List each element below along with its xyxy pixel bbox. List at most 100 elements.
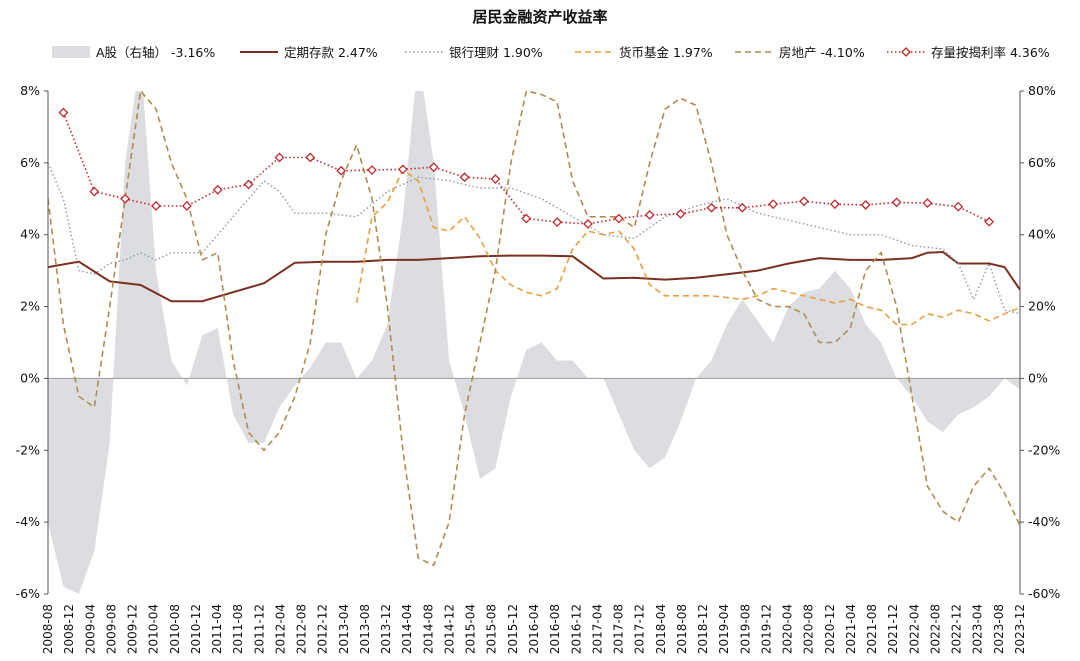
plot-area xyxy=(48,91,1020,594)
mortgage-rate-marker-4 xyxy=(181,201,192,211)
mortgage-rate-marker-11 xyxy=(397,164,408,175)
x-tick-label-15: 2013-08 xyxy=(358,604,372,654)
mortgage-rate-marker-1 xyxy=(89,186,100,197)
x-tick-label-25: 2016-12 xyxy=(569,604,583,654)
right-tick-label-0: 80% xyxy=(1028,83,1056,98)
left-tick-label-0: 8% xyxy=(20,83,40,98)
x-tick-label-3: 2009-08 xyxy=(104,604,118,654)
x-tick-label-18: 2014-08 xyxy=(421,604,435,654)
right-tick-label-4: 0% xyxy=(1028,370,1048,385)
mortgage-rate-marker-16 xyxy=(552,217,563,228)
x-tick-label-21: 2015-08 xyxy=(485,604,499,654)
x-tick-label-6: 2010-08 xyxy=(168,604,182,654)
right-tick-label-6: -40% xyxy=(1028,514,1060,529)
x-tick-label-19: 2014-12 xyxy=(442,604,456,654)
legend-item-time-deposit: 定期存款 2.47% xyxy=(240,45,378,60)
mortgage-rate-marker-2 xyxy=(120,193,131,204)
left-tick-label-6: -4% xyxy=(16,514,40,529)
right-tick-label-2: 40% xyxy=(1028,227,1056,242)
x-tick-label-17: 2014-04 xyxy=(400,604,414,654)
mortgage-rate-marker-19 xyxy=(644,210,655,220)
x-tick-label-34: 2019-12 xyxy=(759,604,773,654)
x-tick-label-14: 2013-04 xyxy=(337,604,351,654)
legend-label-real-estate: 房地产 -4.10% xyxy=(779,45,865,60)
mortgage-rate-marker-12 xyxy=(428,162,439,173)
x-tick-label-43: 2022-12 xyxy=(950,604,964,654)
mortgage-rate-marker-14 xyxy=(490,174,501,184)
mortgage-rate-marker-27 xyxy=(891,197,902,208)
x-tick-label-28: 2017-12 xyxy=(633,604,647,654)
x-tick-label-39: 2021-08 xyxy=(865,604,879,654)
mortgage-rate-marker-22 xyxy=(737,202,748,213)
x-tick-label-33: 2019-08 xyxy=(738,604,752,654)
series-a-share-area xyxy=(48,91,1020,594)
x-tick-label-10: 2011-12 xyxy=(252,604,266,654)
legend-item-wealth-mgmt: 银行理财 1.90% xyxy=(405,45,543,60)
mortgage-rate-marker-9 xyxy=(336,165,347,176)
left-tick-label-5: -2% xyxy=(16,442,40,457)
x-tick-label-29: 2018-04 xyxy=(654,604,668,654)
x-tick-label-0: 2008-08 xyxy=(41,604,55,654)
legend-label-time-deposit: 定期存款 2.47% xyxy=(284,45,378,60)
mortgage-rate-marker-25 xyxy=(829,199,840,210)
mortgage-rate-marker-15 xyxy=(521,213,532,224)
right-tick-label-3: 20% xyxy=(1028,299,1056,314)
mortgage-rate-marker-0 xyxy=(58,107,69,118)
x-tick-label-20: 2015-04 xyxy=(464,604,478,654)
x-tick-label-35: 2020-04 xyxy=(781,604,795,654)
x-tick-label-26: 2017-04 xyxy=(590,604,604,654)
mortgage-rate-marker-28 xyxy=(922,198,933,209)
x-tick-label-23: 2016-04 xyxy=(527,604,541,654)
right-tick-label-7: -60% xyxy=(1028,586,1060,601)
legend-swatch-a-share xyxy=(52,46,90,58)
legend-label-wealth-mgmt: 银行理财 1.90% xyxy=(449,45,543,60)
legend-item-money-fund: 货币基金 1.97% xyxy=(575,45,713,60)
x-tick-label-24: 2016-08 xyxy=(548,604,562,654)
mortgage-rate-marker-13 xyxy=(459,172,470,183)
series-wealth-mgmt-line xyxy=(48,162,1020,315)
x-tick-label-4: 2009-12 xyxy=(126,604,140,654)
x-tick-label-44: 2023-04 xyxy=(971,604,985,654)
x-tick-label-11: 2012-04 xyxy=(273,604,287,654)
right-tick-label-1: 60% xyxy=(1028,155,1056,170)
mortgage-rate-marker-6 xyxy=(243,179,254,190)
mortgage-rate-marker-17 xyxy=(583,219,593,229)
x-tick-label-22: 2015-12 xyxy=(506,604,520,654)
mortgage-rate-marker-5 xyxy=(212,184,223,195)
x-tick-label-12: 2012-08 xyxy=(295,604,309,654)
axes: 8% 6% 4% 2% 0% -2% -4% -6% 80% 60% 40% 20% 0% -20% -40… xyxy=(16,83,1061,654)
x-tick-label-7: 2010-12 xyxy=(189,604,203,654)
mortgage-rate-marker-18 xyxy=(613,213,624,224)
x-tick-label-9: 2011-08 xyxy=(231,604,245,654)
x-tick-label-46: 2023-12 xyxy=(1013,604,1027,654)
legend: A股（右轴） -3.16% 定期存款 2.47% 银行理财 1.90% 货币基金 1.… xyxy=(52,45,1050,60)
mortgage-rate-marker-8 xyxy=(305,152,316,163)
x-tick-label-38: 2021-04 xyxy=(844,604,858,654)
mortgage-rate-marker-21 xyxy=(706,202,717,213)
x-tick-label-8: 2011-04 xyxy=(210,604,224,654)
mortgage-rate-marker-3 xyxy=(151,201,161,211)
mortgage-rate-marker-23 xyxy=(768,199,779,210)
series-real-estate-line xyxy=(48,91,1020,567)
x-tick-label-40: 2021-12 xyxy=(886,604,900,654)
left-tick-label-3: 2% xyxy=(20,299,40,314)
x-tick-label-2: 2009-04 xyxy=(83,604,97,654)
x-tick-label-13: 2012-12 xyxy=(316,604,330,654)
legend-label-mortgage-rate: 存量按揭利率 4.36% xyxy=(931,45,1050,60)
left-tick-label-1: 6% xyxy=(20,155,40,170)
series-time-deposit-line xyxy=(48,250,1020,303)
right-tick-label-5: -20% xyxy=(1028,442,1060,457)
x-tick-label-42: 2022-08 xyxy=(928,604,942,654)
x-tick-label-45: 2023-08 xyxy=(992,604,1006,654)
mortgage-rate-marker-10 xyxy=(367,165,377,175)
legend-label-a-share: A股（右轴） -3.16% xyxy=(96,45,215,60)
x-tick-label-1: 2008-12 xyxy=(62,604,76,654)
legend-label-money-fund: 货币基金 1.97% xyxy=(619,45,713,60)
chart-title: 居民金融资产收益率 xyxy=(472,8,607,26)
x-tick-label-27: 2017-08 xyxy=(612,604,626,654)
legend-item-mortgage-rate: 存量按揭利率 4.36% xyxy=(887,45,1050,60)
x-tick-label-41: 2022-04 xyxy=(907,604,921,654)
x-tick-label-32: 2019-04 xyxy=(717,604,731,654)
x-tick-label-31: 2018-12 xyxy=(696,604,710,654)
